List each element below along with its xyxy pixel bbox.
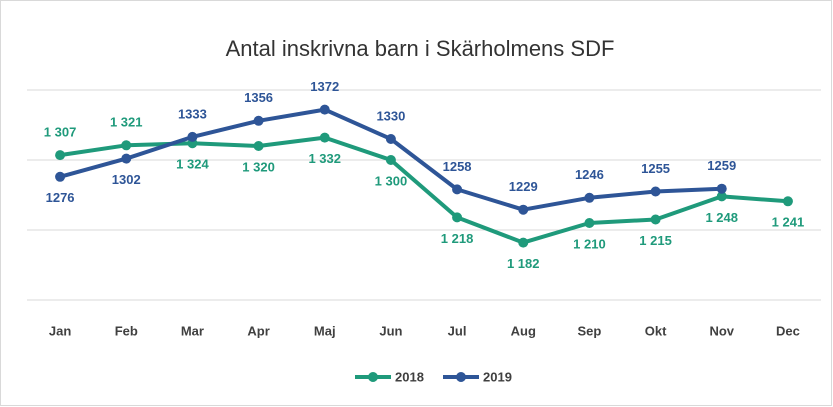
point — [452, 212, 463, 223]
data-label: 1255 — [641, 161, 670, 176]
point — [55, 171, 66, 182]
point — [253, 141, 264, 151]
data-label: 1 218 — [441, 231, 474, 246]
point — [650, 214, 661, 225]
data-label: 1 324 — [176, 157, 209, 172]
data-label: 1 215 — [639, 233, 672, 248]
data-label: 1246 — [575, 167, 604, 182]
point — [385, 134, 396, 144]
x-tick-label: Apr — [247, 323, 269, 338]
point — [319, 104, 330, 115]
x-tick-label: Jul — [448, 323, 467, 338]
point — [584, 218, 595, 228]
data-label: 1258 — [443, 159, 472, 174]
x-tick-label: Jan — [49, 323, 71, 338]
chart-title: Antal inskrivna barn i Skärholmens SDF — [226, 36, 615, 61]
x-tick-label: Mar — [181, 323, 204, 338]
data-label: 1 332 — [308, 151, 341, 166]
data-label: 1276 — [46, 190, 75, 205]
data-label: 1330 — [376, 108, 405, 123]
point — [121, 153, 132, 164]
point — [187, 131, 198, 142]
legend-label: 2018 — [395, 369, 424, 384]
point — [716, 191, 727, 202]
x-tick-label: Maj — [314, 323, 336, 338]
point — [518, 204, 529, 215]
data-label: 1 182 — [507, 256, 540, 271]
data-label: 1229 — [509, 179, 538, 194]
data-label: 1 300 — [375, 173, 408, 188]
x-tick-label: Feb — [115, 323, 138, 338]
point — [385, 155, 396, 165]
data-label: 1333 — [178, 106, 207, 121]
x-tick-label: Dec — [776, 323, 800, 338]
point — [452, 184, 463, 195]
data-label: 1302 — [112, 172, 141, 187]
point — [55, 150, 66, 161]
data-label: 1356 — [244, 90, 273, 105]
x-tick-label: Okt — [645, 323, 667, 338]
data-label: 1259 — [707, 158, 736, 173]
point — [650, 186, 661, 197]
point — [518, 237, 529, 248]
data-label: 1 241 — [772, 215, 805, 230]
data-label: 1 307 — [44, 125, 77, 140]
series-line — [59, 135, 789, 245]
data-label: 1372 — [310, 79, 339, 94]
data-label: 1 210 — [573, 236, 606, 251]
point — [319, 132, 330, 143]
point — [716, 183, 727, 194]
x-tick-label: Nov — [709, 323, 734, 338]
x-tick-label: Aug — [511, 323, 536, 338]
x-tick-label: Jun — [379, 323, 402, 338]
point — [121, 140, 132, 151]
legend-label: 2019 — [483, 369, 512, 384]
x-tick-label: Sep — [577, 323, 601, 338]
point — [253, 115, 264, 126]
legend-marker — [368, 372, 378, 382]
point — [782, 196, 793, 207]
data-label: 1 320 — [242, 159, 275, 174]
data-label: 1 248 — [705, 210, 738, 225]
point — [584, 192, 595, 203]
data-label: 1 321 — [110, 115, 143, 130]
legend-marker — [456, 372, 466, 382]
